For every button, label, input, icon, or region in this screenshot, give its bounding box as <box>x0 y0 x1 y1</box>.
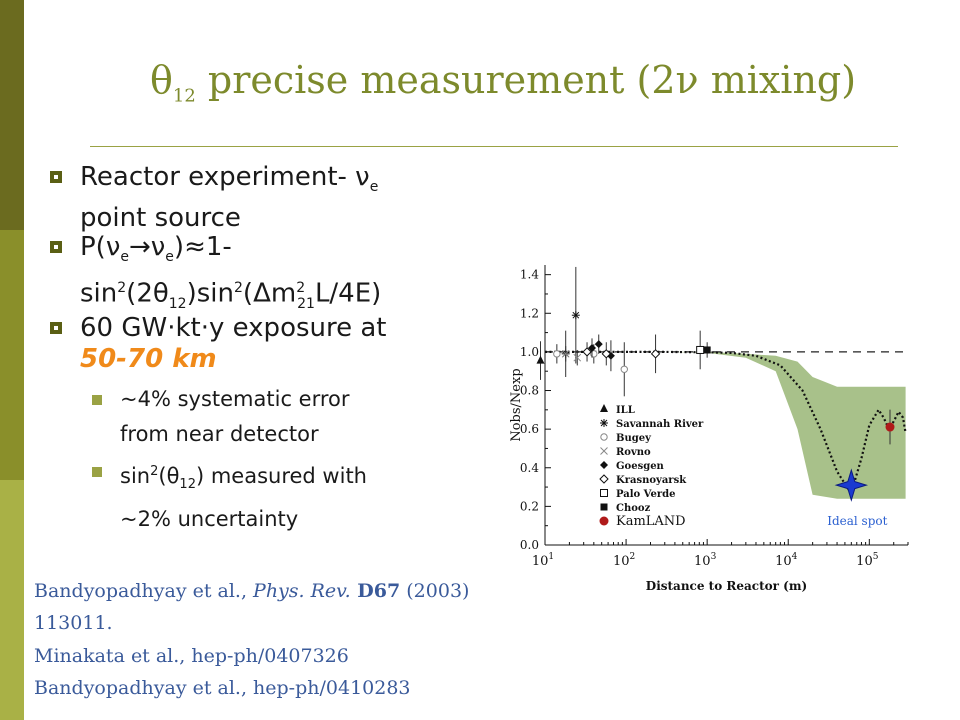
legend-marker-savannah-river <box>600 419 608 427</box>
chart-svg: 0.0 0.2 0.4 0.6 0.8 1.0 1.2 1.4 101 102 103 104 105 D… <box>509 265 909 593</box>
y-tick-label: 0.0 <box>520 538 539 552</box>
legend-marker-krasnoyarsk <box>599 474 609 484</box>
reference-3: Bandyopadhyay et al., hep-ph/0410283 <box>34 677 411 699</box>
legend-marker-palo-verde <box>600 489 608 497</box>
y-tick-label: 1.0 <box>520 345 539 359</box>
sidebar-band-top <box>0 0 24 230</box>
reference-1: Bandyopadhyay et al., Phys. Rev. D67 (20… <box>34 580 470 602</box>
legend-label: KamLAND <box>616 514 686 529</box>
data-point-chooz <box>703 346 711 354</box>
square-bullet-icon <box>50 241 62 253</box>
data-point-palo-verde <box>696 345 705 354</box>
ideal-spot-star-icon <box>834 468 869 502</box>
data-point-goesgen <box>588 344 597 353</box>
legend-label: Chooz <box>616 503 651 514</box>
subbullet-sin2-measured: sin2(θ12) measured with ~2% uncertainty <box>92 454 460 537</box>
sidebar-band-middle <box>0 230 24 480</box>
y-tick-label: 0.8 <box>520 384 539 398</box>
square-bullet-icon <box>50 171 62 183</box>
legend-label: Rovno <box>616 447 651 458</box>
ideal-spot-label: Ideal spot <box>827 514 887 528</box>
uncertainty-band <box>664 351 906 499</box>
y-tick-label: 0.6 <box>520 422 539 436</box>
legend-label: Palo Verde <box>616 489 676 500</box>
subbullet-systematic-error: ~4% systematic error from near detector <box>92 382 450 452</box>
y-tick-label: 1.2 <box>520 306 539 320</box>
data-point-savannah-river-stroke <box>572 311 580 319</box>
legend-marker-rovno-stroke <box>600 447 608 455</box>
square-bullet-icon <box>50 322 62 334</box>
x-axis-label: Distance to Reactor (m) <box>646 579 807 593</box>
reactor-chart: 0.0 0.2 0.4 0.6 0.8 1.0 1.2 1.4 101 102 103 104 105 D… <box>500 255 930 610</box>
legend-label: Savannah River <box>616 419 704 430</box>
y-axis-label: Nobs/Nexp <box>509 368 524 441</box>
square-subbullet-icon <box>92 467 102 477</box>
legend-marker-savannah-river-stroke <box>600 419 608 427</box>
data-point-goesgen <box>606 351 615 360</box>
slide-title: θ12 precise measurement (2ν mixing) <box>150 58 857 107</box>
legend-marker-kamland <box>599 516 609 526</box>
x-tick-label: 105 <box>856 552 879 569</box>
data-point-ill <box>536 355 545 364</box>
x-tick-label: 103 <box>694 552 717 569</box>
bullet-probability-formula: P(νe→νe)≈1- sin2(2θ12)sin2(Δm221L/4E) <box>50 232 500 320</box>
legend-marker-chooz <box>600 503 608 511</box>
data-point-bugey <box>553 350 561 358</box>
reference-2: Minakata et al., hep-ph/0407326 <box>34 645 349 667</box>
data-point-krasnoyarsk <box>582 347 592 357</box>
x-tick-label: 101 <box>532 552 554 569</box>
data-point-savannah-river <box>571 311 580 320</box>
data-point-krasnoyarsk <box>601 349 611 359</box>
bullet-reactor-experiment: Reactor experiment- νe point source <box>50 162 500 234</box>
data-point-krasnoyarsk <box>650 349 661 359</box>
data-point-rovno <box>573 353 582 362</box>
title-underline <box>90 146 898 147</box>
legend-marker-rovno <box>600 447 608 455</box>
y-tick-label: 1.4 <box>520 268 539 282</box>
data-point-rovno-stroke <box>561 349 570 358</box>
distance-highlight: 50-70 km <box>80 344 217 374</box>
data-point-goesgen <box>594 340 603 349</box>
data-point-kamland <box>885 422 895 432</box>
x-tick-label: 104 <box>775 552 798 569</box>
square-subbullet-icon <box>92 395 102 405</box>
legend-label: Bugey <box>616 433 652 444</box>
legend-label: ILL <box>616 405 635 416</box>
x-tick-label: 102 <box>613 552 635 569</box>
legend-marker-goesgen <box>600 461 608 469</box>
y-tick-label: 0.4 <box>520 461 539 475</box>
data-point-bugey <box>620 365 628 373</box>
reference-1-continued: 113011. <box>34 612 113 634</box>
sidebar-band-bottom <box>0 480 24 720</box>
legend-label: Goesgen <box>616 461 665 472</box>
data-point-rovno <box>561 349 570 358</box>
legend-marker-bugey <box>600 433 608 441</box>
legend-marker-ill <box>600 404 608 412</box>
y-tick-label: 0.2 <box>520 499 539 513</box>
legend-label: Krasnoyarsk <box>616 475 687 486</box>
bullet-exposure: 60 GW·kt·y exposure at 50-70 km <box>50 313 500 375</box>
data-point-rovno-stroke <box>573 353 582 362</box>
